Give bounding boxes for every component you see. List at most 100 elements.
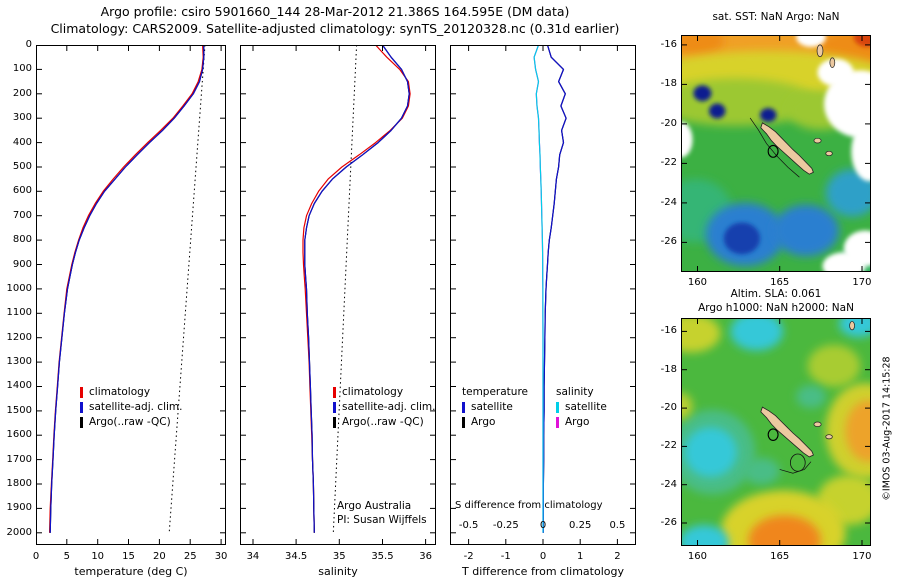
series-climatology (49, 45, 204, 533)
series-t-argo (542, 45, 567, 533)
pi-notes: Argo Australia PI: Susan Wijffels (337, 499, 427, 527)
lat-tick-label: -22 (660, 440, 677, 452)
legend-label: satellite (471, 401, 513, 413)
heat-blob (845, 400, 871, 462)
s-tick-label: -0.25 (492, 520, 519, 531)
pi-notes-line2: PI: Susan Wijffels (337, 514, 427, 526)
lat-tick-label: -24 (660, 478, 677, 490)
lat-tick-label: -20 (660, 117, 677, 129)
islet (825, 434, 833, 440)
diff-legend-temperature-column: temperature satellite Argo (462, 385, 528, 430)
x-tick-label: 10 (91, 551, 105, 562)
islet (816, 44, 824, 58)
legend-item: satellite-adj. clim. (333, 400, 435, 415)
lon-tick-label: 170 (852, 277, 872, 288)
depth-tick-label: 1700 (6, 453, 32, 465)
lon-tick-label: 160 (687, 277, 707, 288)
figure-title-line1: Argo profile: csiro 5901660_144 28-Mar-2… (100, 4, 570, 19)
legend-item: climatology (80, 385, 182, 400)
x-tick-label: 0 (32, 551, 40, 562)
heat-blob (681, 318, 721, 353)
depth-tick-label: 1500 (6, 404, 32, 416)
new-caledonia-island (760, 406, 814, 458)
climatology-swatch (333, 387, 336, 398)
heat-blob (839, 318, 871, 338)
heat-blob (817, 58, 854, 87)
s-axis-label: S difference from climatology (455, 500, 603, 511)
plot-border (450, 45, 636, 545)
salinity-legend: climatology satellite-adj. clim. Argo(..… (333, 385, 435, 430)
series-t-satellite (542, 45, 567, 533)
heat-blob (743, 457, 780, 485)
depth-tick-label: 900 (12, 258, 32, 270)
x-tick-label: -1 (500, 551, 511, 562)
heat-blob (684, 427, 737, 477)
series-satellite-adj-clim- (49, 45, 205, 533)
sla-map-title-line2: Argo h1000: NaN h2000: NaN (698, 302, 854, 314)
x-axis-label: T difference from climatology (462, 565, 624, 578)
legend-item: satellite-adj. clim. (80, 400, 182, 415)
float-position-marker (767, 428, 779, 441)
heat-blob (681, 121, 693, 158)
lat-tick-label: -22 (660, 157, 677, 169)
depth-tick-label: 1800 (6, 478, 32, 490)
islet (829, 57, 836, 68)
lon-tick-label: 170 (852, 551, 872, 562)
lat-tick-label: -18 (660, 363, 677, 375)
depth-tick-label: 1300 (6, 356, 32, 368)
plot-border (240, 45, 436, 545)
series-satellite-adj-clim- (304, 45, 410, 533)
plot-canvas (240, 45, 436, 545)
lon-tick-label: 165 (770, 551, 790, 562)
x-tick-label: 35 (332, 551, 346, 562)
map-canvas (681, 35, 871, 272)
plot-border (681, 35, 871, 272)
salinity-profile-panel: 34 34.5 35 35.5 36 salinity (240, 45, 436, 578)
temperature-profile-panel: 0 5 10 15 20 25 30 0 100 200 300 400 500 600 700 800 900… (7, 39, 228, 578)
depth-tick-label: 1600 (6, 429, 32, 441)
sst-map: 160 165 170 -16 -18 -20 -22 -24 -26 (661, 35, 871, 288)
legend-item: climatology (333, 385, 435, 400)
heat-blob (709, 103, 726, 119)
legend-label: Argo(..raw -QC) (342, 416, 424, 428)
s-satellite-swatch (556, 402, 559, 413)
islet (849, 321, 855, 331)
legend-item: Argo (462, 415, 528, 430)
legend-label: Argo (471, 416, 496, 428)
depth-tick-label: 500 (12, 160, 32, 172)
heat-blob (824, 70, 871, 138)
heat-blob (681, 525, 729, 546)
legend-item: satellite (556, 400, 607, 415)
legend-item: Argo(..raw -QC) (333, 415, 435, 430)
depth-tick-label: 300 (12, 112, 32, 124)
series-argo-raw-qc- (49, 45, 205, 533)
t-argo-swatch (462, 417, 465, 428)
x-tick-label: 34 (246, 551, 260, 562)
heat-blob (822, 252, 866, 272)
x-tick-label: 5 (63, 551, 71, 562)
x-tick-label: 2 (614, 551, 621, 562)
heat-blob (796, 35, 826, 47)
s-argo-swatch (556, 417, 559, 428)
diff-legend-salinity-column: salinity satellite Argo (556, 385, 607, 430)
heat-blob (748, 515, 821, 546)
x-tick-label: 30 (214, 551, 228, 562)
heat-blob (723, 222, 760, 255)
depth-tick-label: 1100 (6, 307, 32, 319)
lon-tick-label: 160 (687, 551, 707, 562)
depth-tick-label: 200 (12, 87, 32, 99)
heat-blob (681, 392, 693, 420)
x-tick-label: 35.5 (371, 551, 394, 562)
depth-tick-label: 1900 (6, 502, 32, 514)
series-climatology (302, 45, 411, 533)
heat-blob (851, 121, 871, 182)
sla-map: 160 165 170 -16 -18 -20 -22 -24 -26 (661, 318, 871, 562)
depth-tick-label: 600 (12, 185, 32, 197)
depth-tick-label: 400 (12, 136, 32, 148)
argo-raw-swatch (80, 417, 83, 428)
lat-tick-label: -26 (660, 236, 677, 248)
depth-tick-label: 800 (12, 234, 32, 246)
legend-label: climatology (342, 386, 404, 398)
heat-blob (807, 344, 861, 387)
